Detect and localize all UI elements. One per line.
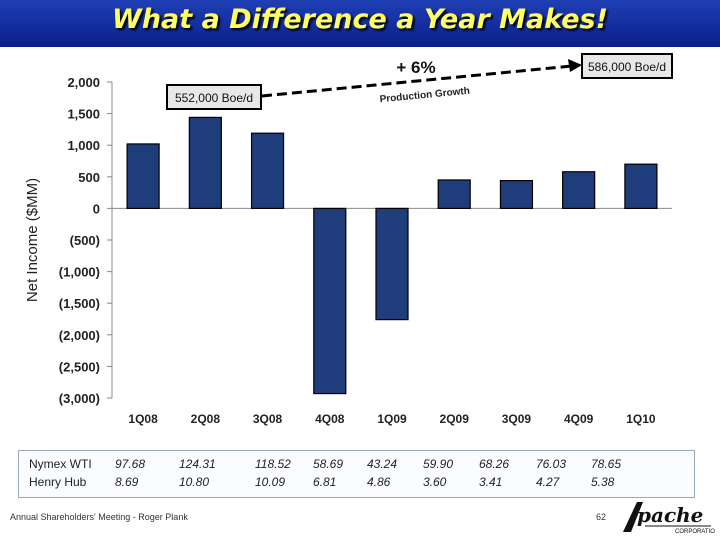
bar-3q08: [250, 132, 285, 210]
end-production-label: 586,000 Boe/d: [588, 60, 666, 74]
price-value: 8.69: [115, 475, 139, 489]
price-value: 6.81: [313, 475, 337, 489]
price-value: 59.90: [423, 457, 454, 471]
price-value: 4.86: [367, 475, 391, 489]
y-tick-label: (500): [70, 233, 100, 248]
x-tick-label: 2Q09: [440, 412, 470, 426]
price-value: 43.24: [367, 457, 398, 471]
price-value: 3.41: [479, 475, 503, 489]
y-tick-label: 2,000: [67, 75, 100, 90]
price-value: 124.31: [179, 457, 216, 471]
x-tick-label: 2Q08: [191, 412, 221, 426]
page-number: 62: [596, 512, 607, 522]
price-table: Nymex WTI 97.68 124.31 118.52 58.69 43.24 59.9…: [18, 450, 695, 498]
price-value: 3.60: [423, 475, 447, 489]
y-tick-label: (1,000): [59, 265, 100, 280]
y-axis-label: Net Income ($MM): [24, 178, 41, 302]
bar-4q09: [562, 171, 596, 210]
bar-2q09: [437, 179, 471, 210]
x-tick-label: 1Q08: [128, 412, 158, 426]
bar-1q10: [624, 163, 658, 210]
y-tick-label: 1,000: [67, 138, 100, 153]
price-value: 76.03: [536, 457, 567, 471]
x-tick-label: 3Q09: [502, 412, 532, 426]
y-tick-label: (2,500): [59, 359, 100, 374]
price-value: 10.09: [255, 475, 286, 489]
footer-text: Annual Shareholders' Meeting - Roger Pla…: [10, 512, 188, 522]
growth-arrow-head: [568, 59, 582, 72]
y-tick-label: 1,500: [67, 107, 100, 122]
price-value: 10.80: [179, 475, 210, 489]
start-production-box: [166, 84, 262, 110]
net-income-bar-chart: 2,000 1,500 1,000 500 0 (500) (1,000) (1,500) (2…: [24, 53, 673, 426]
price-row-label: Nymex WTI: [29, 457, 92, 471]
y-tick-label: 500: [78, 170, 100, 185]
y-tick-label: 0: [93, 201, 100, 216]
svg-text:pache: pache: [637, 503, 703, 527]
bar-4q08: [313, 207, 347, 395]
growth-percent: + 6%: [396, 58, 435, 77]
bar-1q09: [375, 207, 409, 321]
bar-2q08: [188, 116, 222, 210]
x-tick-label: 1Q09: [377, 412, 407, 426]
growth-label: Production Growth: [379, 86, 470, 106]
bar-3q09: [499, 179, 534, 209]
x-tick-label: 3Q08: [253, 412, 283, 426]
svg-text:CORPORATION: CORPORATION: [675, 529, 715, 535]
y-tick-label: (3,000): [59, 391, 100, 406]
start-production-label: 552,000 Boe/d: [175, 91, 253, 105]
x-tick-label: 4Q08: [315, 412, 345, 426]
y-tick-label: (1,500): [59, 296, 100, 311]
price-value: 68.26: [479, 457, 510, 471]
title-bar: What a Difference a Year Makes!: [0, 0, 720, 47]
price-value: 78.65: [591, 457, 622, 471]
x-tick-label: 4Q09: [564, 412, 594, 426]
end-production-box: [581, 53, 673, 79]
price-value: 118.52: [255, 457, 291, 471]
slide-title: What a Difference a Year Makes!: [112, 4, 608, 35]
y-tick-label: (2,000): [59, 328, 100, 343]
price-value: 4.27: [536, 475, 560, 489]
price-value: 5.38: [591, 475, 615, 489]
bar-1q08: [126, 143, 160, 209]
price-value: 97.68: [115, 457, 146, 471]
growth-arrow-line: [261, 64, 573, 98]
price-row-label: Henry Hub: [29, 475, 87, 489]
x-tick-label: 1Q10: [626, 412, 656, 426]
price-value: 58.69: [313, 457, 344, 471]
apache-logo: pache CORPORATION: [623, 502, 715, 535]
